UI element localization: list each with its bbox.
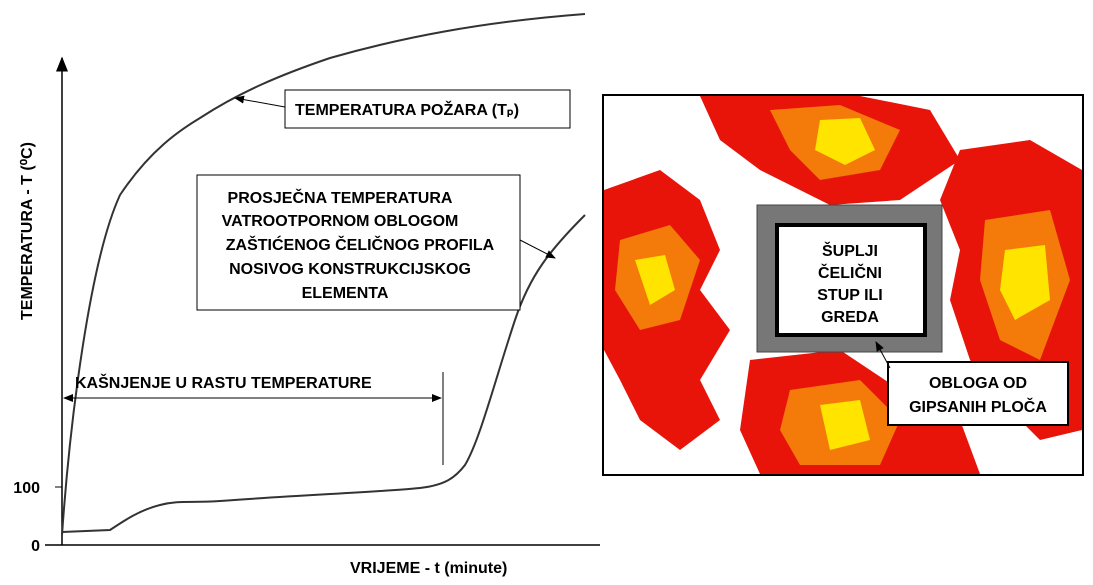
steel-label: NOSIVOG KONSTRUKCIJSKOG — [229, 261, 471, 278]
fire-label: TEMPERATURA POŽARA (Tₚ) — [295, 100, 519, 119]
lining-label: GIPSANIH PLOČA — [909, 397, 1047, 416]
x-axis-label: VRIJEME - t (minute) — [350, 560, 507, 577]
delay-label: KAŠNJENJE U RASTU TEMPERATURE — [75, 373, 372, 392]
y-axis-label: TEMPERATURA - T (⁰C) — [19, 142, 36, 320]
lining-label: OBLOGA OD — [929, 375, 1027, 392]
member-label: ČELIČNI — [818, 263, 882, 282]
steel-label: VATROOTPORNOM OBLOGOM — [222, 213, 459, 230]
steel-label: ELEMENTA — [302, 285, 389, 302]
callout-arrow — [520, 240, 555, 258]
member-label: STUP ILI — [817, 287, 883, 304]
steel-label: ZAŠTIĆENOG ČELIČNOG PROFILA — [226, 235, 495, 254]
member-label: ŠUPLJI — [822, 241, 878, 260]
steel-label: PROSJEČNA TEMPERATURA — [228, 188, 453, 207]
member-label: GREDA — [821, 309, 879, 326]
y-tick-label: 100 — [13, 480, 40, 497]
callout-arrow — [235, 98, 285, 107]
y-tick-label: 0 — [31, 538, 40, 555]
diagram: 100 0 TEMPERATURA - T (⁰C) VRIJEME - t (… — [0, 0, 1093, 580]
